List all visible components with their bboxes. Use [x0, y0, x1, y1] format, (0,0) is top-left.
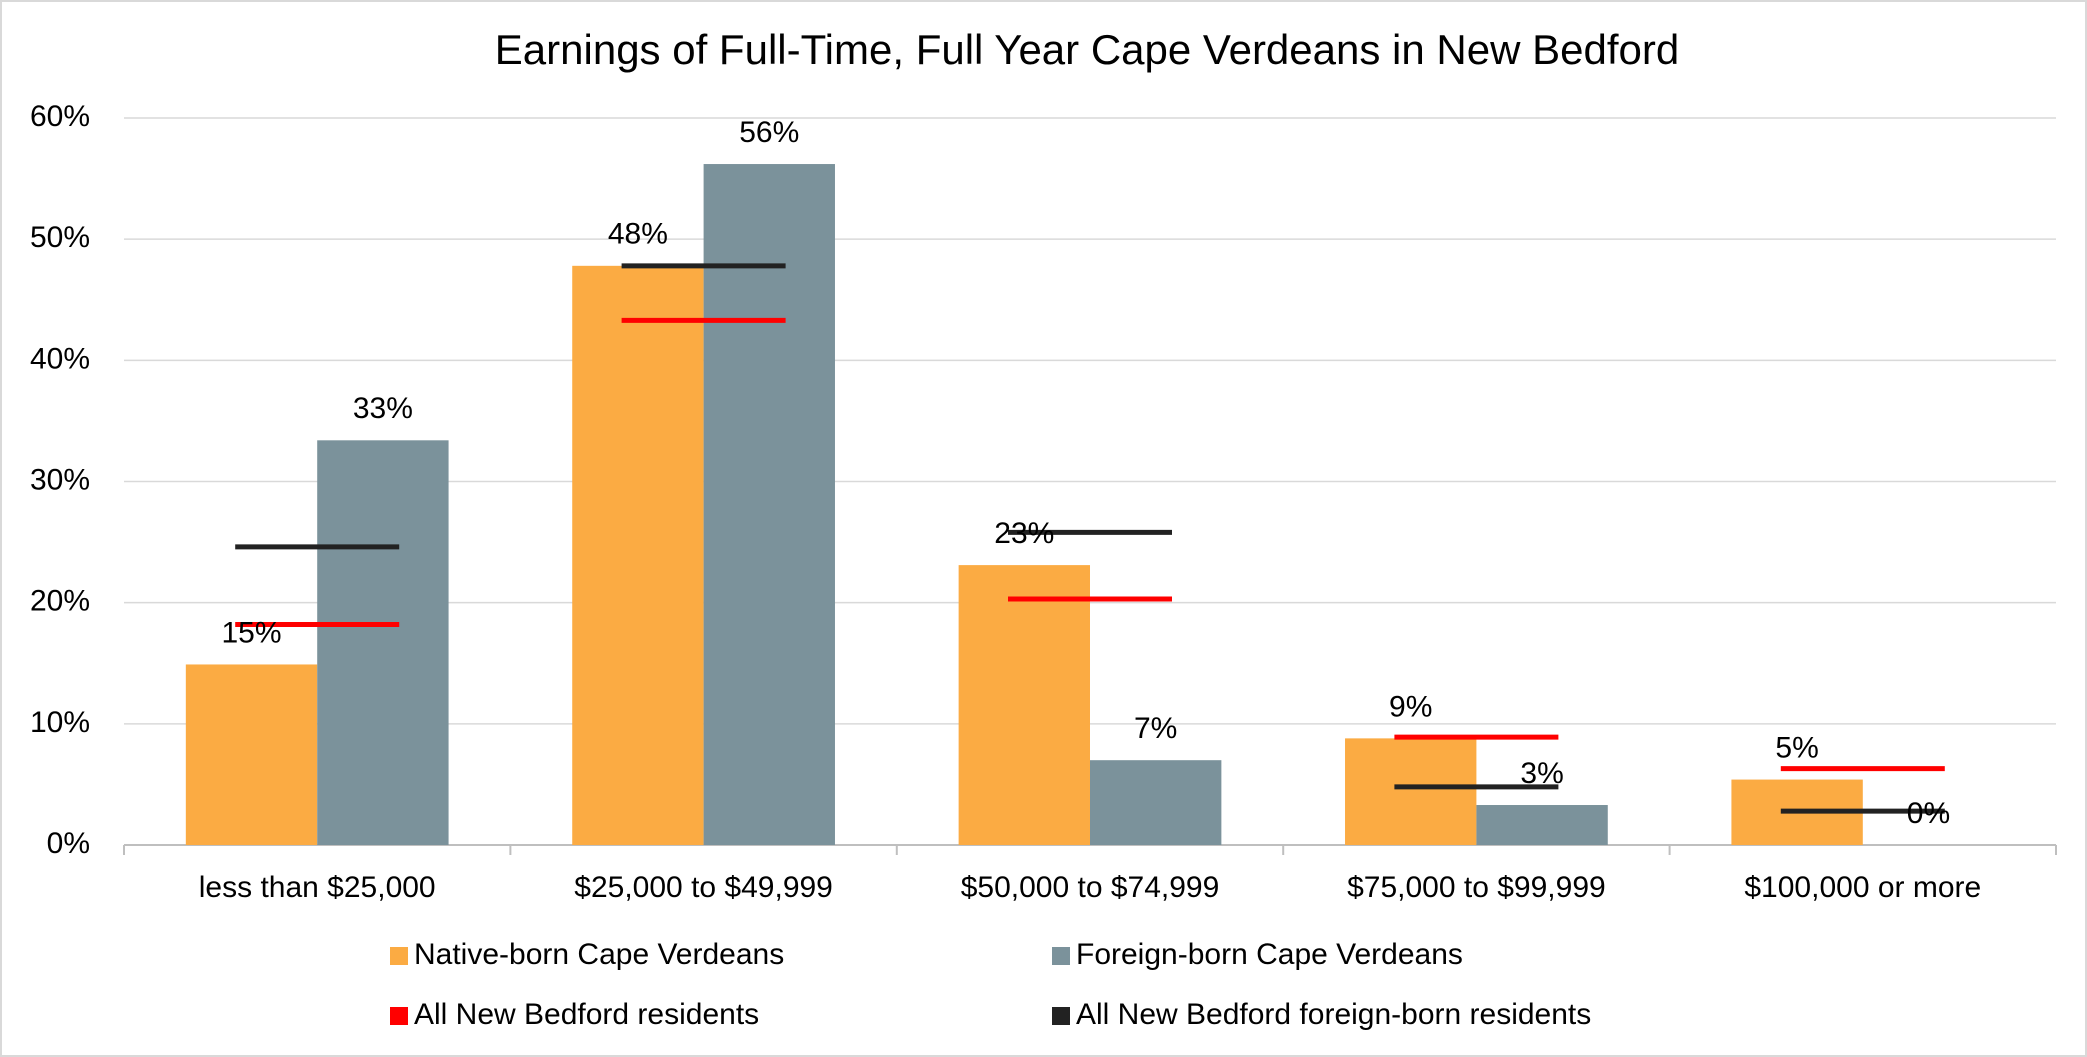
data-label: 15%: [221, 616, 281, 649]
chart-title: Earnings of Full-Time, Full Year Cape Ve…: [495, 26, 1679, 73]
y-tick-label: 10%: [30, 706, 90, 739]
bar: [317, 440, 449, 845]
data-label: 48%: [608, 218, 668, 251]
legend-label: Foreign-born Cape Verdeans: [1076, 938, 1463, 971]
x-tick-label: $75,000 to $99,999: [1347, 871, 1606, 904]
legend-label: Native-born Cape Verdeans: [414, 938, 784, 971]
bar: [185, 664, 318, 845]
legend-swatch: [1052, 1007, 1070, 1025]
data-label: 33%: [353, 392, 413, 425]
bar: [958, 565, 1090, 845]
x-tick-label: $100,000 or more: [1744, 871, 1981, 904]
data-label: 9%: [1389, 690, 1432, 723]
bar: [572, 265, 704, 845]
legend-swatch: [390, 947, 408, 965]
data-label: 56%: [739, 116, 799, 149]
data-label: 3%: [1520, 757, 1563, 790]
data-label: 7%: [1134, 712, 1177, 745]
bar: [1476, 805, 1608, 845]
bar: [703, 164, 835, 845]
x-tick-label: $25,000 to $49,999: [574, 871, 833, 904]
x-tick-label: less than $25,000: [199, 871, 436, 904]
data-label: 5%: [1775, 731, 1818, 764]
bar: [1345, 738, 1477, 845]
bar: [1090, 760, 1222, 845]
legend-label: All New Bedford residents: [414, 998, 759, 1031]
y-tick-label: 30%: [30, 463, 90, 496]
legend-swatch: [390, 1007, 408, 1025]
x-tick-label: $50,000 to $74,999: [961, 871, 1220, 904]
y-tick-label: 40%: [30, 342, 90, 375]
legend-swatch: [1052, 947, 1070, 965]
data-label: 0%: [1907, 797, 1950, 830]
y-tick-label: 60%: [30, 100, 90, 133]
y-tick-label: 0%: [47, 827, 90, 860]
legend-label: All New Bedford foreign-born residents: [1076, 998, 1591, 1031]
y-tick-label: 20%: [30, 585, 90, 618]
y-tick-label: 50%: [30, 221, 90, 254]
data-label: 23%: [994, 517, 1054, 550]
